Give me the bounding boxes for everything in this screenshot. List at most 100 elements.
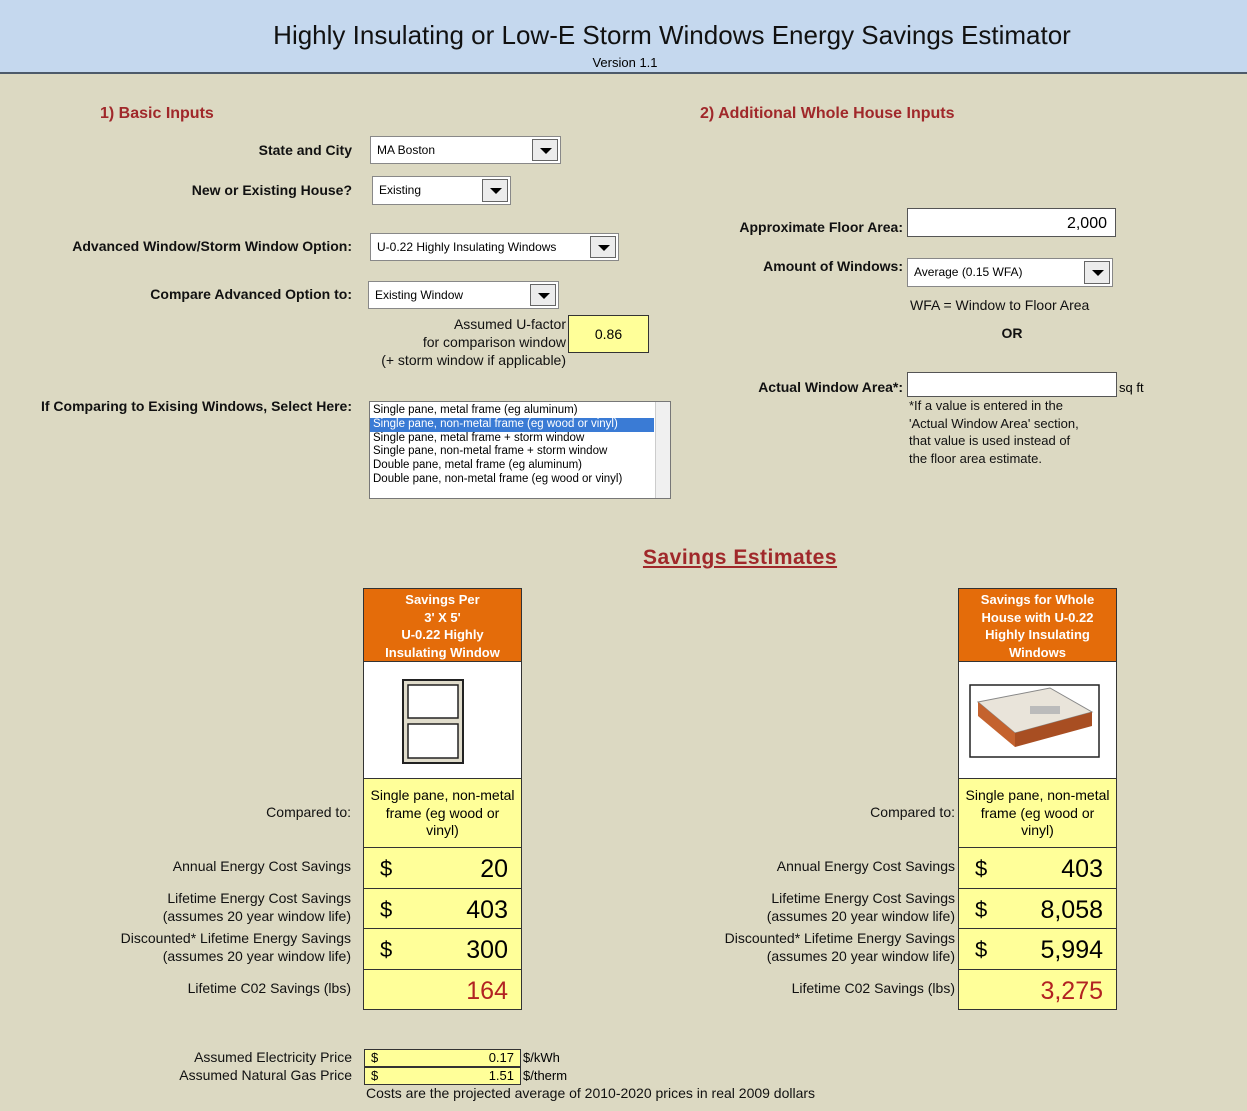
column-header: Savings Per 3' X 5' U-0.22 Highly Insulatin… (363, 588, 522, 662)
row-label-line: Annual Energy Cost Savings (776, 858, 955, 874)
row-label-line: (assumes 20 year window life) (162, 907, 351, 924)
footnote-line: the floor area estimate. (909, 451, 1042, 467)
label: State and City (258, 142, 352, 158)
label: Compared to: (266, 804, 351, 820)
header-line: Savings Per (405, 592, 480, 607)
header-line: Savings for Whole (980, 592, 1095, 607)
section-heading: 1) Basic Inputs (100, 105, 214, 122)
ufactor-text: Assumed U-factor (453, 316, 566, 332)
ufactor-text: (+ storm window if applicable) (381, 352, 566, 368)
row-label: Lifetime Energy Cost Savings (assumes 20 … (767, 890, 955, 925)
value: 3,275 (1040, 977, 1103, 1005)
value-cell (958, 969, 1117, 1010)
header-line: U-0.22 Highly (401, 627, 484, 642)
row-label-line: Lifetime Energy Cost Savings (167, 890, 351, 906)
price-currency: $ (371, 1050, 379, 1065)
row-label-line: Discounted* Lifetime Energy Savings (724, 930, 955, 946)
label: Actual Window Area*: (758, 379, 903, 395)
list-option[interactable]: Double pane, metal frame (eg aluminum) (373, 459, 583, 472)
label: Amount of Windows: (763, 258, 903, 274)
dropdown-value: Existing (379, 183, 422, 197)
value: 403 (466, 896, 508, 924)
dropdown-value: U-0.22 Highly Insulating Windows (377, 240, 557, 254)
savings-heading: Savings Estimates (642, 546, 838, 569)
row-label: Annual Energy Cost Savings (777, 858, 955, 876)
list-option-selected[interactable]: Single pane, non-metal frame (eg wood or… (370, 417, 654, 432)
header-line: Windows (1009, 644, 1066, 660)
price-label: Assumed Natural Gas Price (179, 1067, 352, 1083)
header-line: Insulating Window (385, 644, 500, 660)
compared-line: Single pane, non-metal (965, 787, 1110, 803)
image-cell (958, 661, 1117, 779)
version: Version 1.1 (592, 55, 658, 70)
price-currency: $ (371, 1068, 379, 1083)
footnote-line: 'Actual Window Area' section, (909, 415, 1079, 431)
price-cell (364, 1067, 521, 1085)
row-label-line: Lifetime C02 Savings (lbs) (187, 980, 351, 996)
compared-cell: Single pane, non-metal frame (eg wood or v… (958, 778, 1117, 848)
dropdown[interactable]: Existing (372, 176, 511, 205)
dropdown-value: Existing Window (375, 288, 464, 302)
dropdown[interactable]: Existing Window (368, 281, 559, 309)
dropdown-button[interactable] (590, 236, 616, 258)
footnote: *If a value is entered in the 'Actual Wi… (909, 397, 1079, 468)
label: Advanced Window/Storm Window Option: (72, 238, 352, 254)
row-label-line: Annual Energy Cost Savings (172, 858, 351, 874)
price-label: Assumed Electricity Price (194, 1049, 352, 1065)
price-unit: $/therm (523, 1068, 568, 1083)
header-line: House with U-0.22 (981, 609, 1094, 625)
row-label-line: (assumes 20 year window life) (162, 947, 351, 964)
label: Compared to: (870, 804, 955, 820)
price-value: 0.17 (488, 1050, 514, 1065)
dropdown-button[interactable] (530, 284, 556, 306)
list-option[interactable]: Single pane, non-metal frame + storm win… (373, 445, 608, 458)
dropdown-value: MA Boston (377, 143, 436, 157)
footnote-line: that value is used instead of (909, 433, 1071, 449)
row-label-line: (assumes 20 year window life) (766, 947, 955, 964)
dropdown-button[interactable] (482, 179, 508, 202)
unit: sq ft (1119, 380, 1144, 395)
currency: $ (975, 856, 988, 881)
currency: $ (380, 897, 393, 922)
dropdown[interactable]: MA Boston (370, 136, 561, 164)
section-heading: 2) Additional Whole House Inputs (700, 105, 955, 122)
list-option[interactable]: Single pane, metal frame + storm window (373, 431, 585, 444)
footnote-line: *If a value is entered in the (909, 398, 1063, 413)
row-label-line: Discounted* Lifetime Energy Savings (120, 930, 351, 946)
value-cell (363, 969, 522, 1010)
dropdown-button[interactable] (532, 139, 558, 161)
label: Approximate Floor Area: (739, 219, 903, 235)
dropdown-value: Average (0.15 WFA) (914, 265, 1023, 279)
compared-line: Single pane, non-metal (370, 787, 515, 803)
currency: $ (380, 937, 393, 962)
or: OR (1001, 325, 1023, 341)
currency: $ (380, 856, 393, 881)
row-label-line: (assumes 20 year window life) (766, 907, 955, 924)
value: 8,058 (1040, 896, 1103, 924)
dropdown-button[interactable] (1084, 261, 1110, 284)
value: 300 (466, 936, 508, 964)
row-label: Discounted* Lifetime Energy Savings (assu… (121, 930, 351, 965)
compared-line: vinyl) (1021, 822, 1054, 838)
header-line: Highly Insulating (985, 627, 1090, 642)
label: Compare Advanced Option to: (150, 286, 352, 302)
listbox[interactable]: Single pane, metal frame (eg aluminum) S… (369, 401, 671, 499)
list-option[interactable]: Single pane, metal frame (eg aluminum) (373, 404, 578, 416)
row-label-line: Lifetime C02 Savings (lbs) (791, 980, 955, 996)
currency: $ (975, 897, 988, 922)
label: New or Existing House? (191, 182, 352, 198)
dropdown[interactable]: U-0.22 Highly Insulating Windows (370, 233, 619, 261)
price-cell (364, 1049, 521, 1067)
price-value: 1.51 (488, 1068, 514, 1083)
input[interactable] (907, 372, 1117, 397)
row-label: Annual Energy Cost Savings (173, 858, 351, 876)
ufactor-text: for comparison window (422, 334, 566, 350)
dropdown[interactable]: Average (0.15 WFA) (907, 258, 1113, 287)
image-cell (363, 661, 522, 779)
scrollbar[interactable] (655, 402, 670, 498)
currency: $ (975, 937, 988, 962)
value-cell (958, 928, 1117, 970)
list-option[interactable]: Double pane, non-metal frame (eg wood or… (373, 472, 623, 485)
input[interactable]: 2,000 (907, 208, 1116, 237)
